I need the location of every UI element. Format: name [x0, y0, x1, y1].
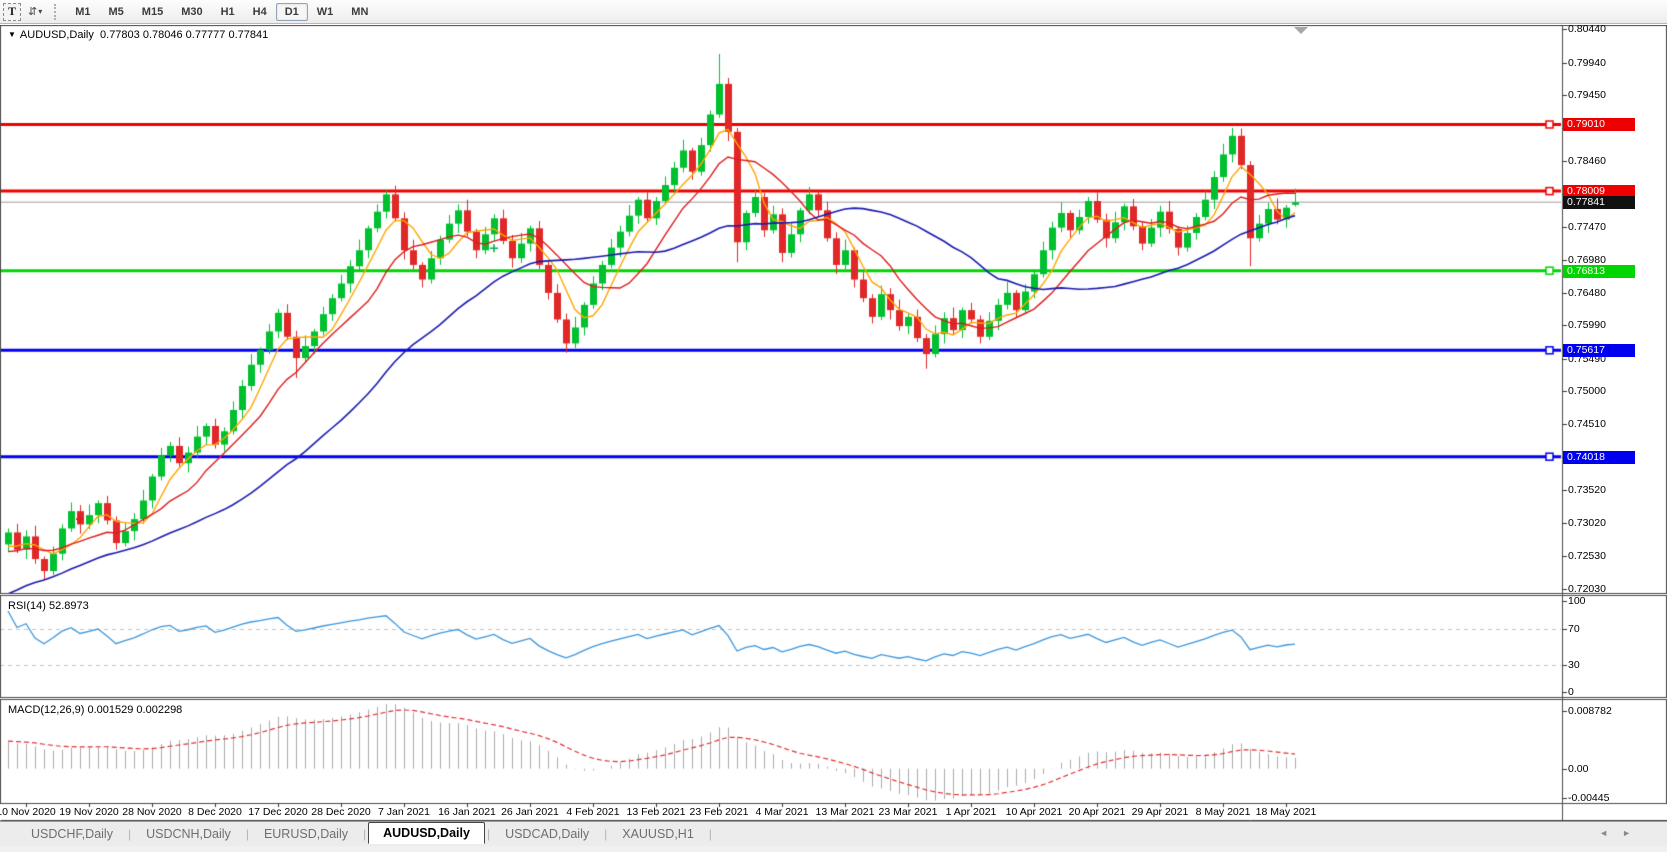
hline-price-tag[interactable]: 0.79010: [1563, 118, 1635, 131]
chart-ohlc-values: 0.77803 0.78046 0.77777 0.77841: [100, 29, 269, 41]
date-axis-label: 13 Mar 2021: [815, 806, 875, 818]
date-axis-label: 19 Nov 2020: [59, 806, 119, 818]
hline-price-tag[interactable]: 0.76813: [1563, 265, 1635, 278]
timeframe-button-m30[interactable]: M30: [181, 5, 203, 18]
price-axis-tick: 0.72530: [1568, 549, 1606, 562]
macd-current-values: 0.001529 0.002298: [87, 704, 183, 716]
date-axis-label: 28 Nov 2020: [122, 806, 182, 818]
date-axis-label: 18 May 2021: [1255, 806, 1317, 818]
tab-usdcnh[interactable]: USDCNH,Daily: [146, 827, 231, 841]
price-axis-tick: 0.80440: [1568, 22, 1606, 35]
tab-separator: |: [362, 827, 367, 841]
chart-shift-triangle-icon[interactable]: [1294, 27, 1308, 34]
rsi-indicator-label: RSI(14) 52.8973: [8, 600, 89, 612]
tab-scroll-right-icon[interactable]: ►: [1622, 828, 1645, 838]
tab-audusd[interactable]: AUDUSD,Daily: [368, 822, 485, 844]
rsi-name: RSI(14): [8, 600, 46, 612]
date-axis-label: 4 Feb 2021: [566, 806, 620, 818]
price-axis-tick: 0.79940: [1568, 56, 1606, 69]
chevron-down-icon: ▾: [38, 7, 43, 16]
symbol-tab-bar: USDCHF,Daily | USDCNH,Daily | EURUSD,Daily | A…: [0, 821, 1667, 846]
tab-separator: |: [127, 827, 132, 841]
macd-axis-tick: 0.00: [1568, 762, 1589, 775]
date-axis-label: 20 Apr 2021: [1068, 806, 1126, 818]
date-axis-label: 10 Nov 2020: [0, 806, 56, 818]
timeframe-button-m15[interactable]: M15: [141, 5, 164, 18]
tab-separator: |: [708, 827, 712, 841]
date-axis-label: 8 Dec 2020: [188, 806, 242, 818]
date-axis-label: 4 Mar 2021: [755, 806, 809, 818]
timeframe-group: M1 M5 M15 M30 H1 H4 D1 W1 MN: [66, 2, 377, 21]
tab-separator: |: [604, 827, 608, 841]
chart-title-marker-icon[interactable]: ▼: [8, 30, 16, 39]
date-axis-label: 10 Apr 2021: [1005, 806, 1063, 818]
timeframe-button-w1[interactable]: W1: [316, 5, 334, 18]
text-tool-button[interactable]: T: [3, 2, 21, 21]
chart-symbol: AUDUSD,Daily: [19, 29, 94, 41]
timeframe-button-d1[interactable]: D1: [275, 2, 308, 21]
date-axis-label: 28 Dec 2020: [311, 806, 371, 818]
price-axis-tick: 0.73520: [1568, 483, 1606, 496]
macd-axis-tick: 0.008782: [1568, 704, 1612, 717]
rsi-axis-tick: 100: [1568, 594, 1586, 607]
timeframe-button-m5[interactable]: M5: [108, 5, 124, 18]
chart-title: ▼ AUDUSD,Daily 0.77803 0.78046 0.77777 0.…: [8, 29, 268, 41]
date-axis-label: 13 Feb 2021: [626, 806, 686, 818]
tab-usdchf[interactable]: USDCHF,Daily: [31, 827, 113, 841]
current-price-tag: 0.77841: [1563, 196, 1635, 209]
order-icon-button[interactable]: ⇵ ▾: [25, 3, 45, 21]
price-axis-tick: 0.79450: [1568, 88, 1606, 101]
date-axis-label: 8 May 2021: [1195, 806, 1251, 818]
price-chart-canvas[interactable]: [0, 25, 1667, 821]
timeframe-button-h4[interactable]: H4: [252, 5, 267, 18]
tab-separator: |: [486, 827, 491, 841]
date-axis-label: 7 Jan 2021: [378, 806, 430, 818]
timeframe-button-h1[interactable]: H1: [220, 5, 235, 18]
price-axis-tick: 0.78460: [1568, 154, 1606, 167]
status-strip: [0, 846, 1667, 852]
hline-price-tag[interactable]: 0.74018: [1563, 451, 1635, 464]
tab-scroll-arrows: ◄►: [1599, 828, 1645, 838]
date-axis-label: 23 Feb 2021: [689, 806, 749, 818]
hline-price-tag[interactable]: 0.75617: [1563, 344, 1635, 357]
order-icon: ⇵: [28, 6, 38, 18]
price-axis-tick: 0.75990: [1568, 318, 1606, 331]
macd-name: MACD(12,26,9): [8, 704, 85, 716]
macd-indicator-label: MACD(12,26,9) 0.001529 0.002298: [8, 704, 182, 716]
toolbar: T ⇵ ▾ M1 M5 M15 M30 H1 H4 D1 W1 MN: [0, 0, 1667, 24]
price-axis-tick: 0.77470: [1568, 220, 1606, 233]
tab-scroll-left-icon[interactable]: ◄: [1599, 828, 1623, 838]
date-axis-label: 17 Dec 2020: [248, 806, 308, 818]
timeframe-button-mn[interactable]: MN: [351, 5, 369, 18]
price-axis-tick: 0.74510: [1568, 417, 1606, 430]
hline-price-tag[interactable]: 0.78009: [1563, 185, 1635, 198]
date-axis-label: 29 Apr 2021: [1131, 806, 1189, 818]
price-axis-tick: 0.73020: [1568, 516, 1606, 529]
rsi-axis-tick: 30: [1568, 658, 1580, 671]
price-axis-tick: 0.76980: [1568, 253, 1606, 266]
rsi-axis-tick: 70: [1568, 622, 1580, 635]
date-axis-label: 1 Apr 2021: [945, 806, 997, 818]
rsi-axis-tick: 0: [1568, 685, 1574, 698]
price-axis-tick: 0.75000: [1568, 384, 1606, 397]
price-axis-tick: 0.76480: [1568, 286, 1606, 299]
tab-usdcad[interactable]: USDCAD,Daily: [505, 827, 590, 841]
tab-eurusd[interactable]: EURUSD,Daily: [263, 827, 348, 841]
timeframe-button-m1[interactable]: M1: [75, 5, 91, 18]
tab-separator: |: [245, 827, 249, 841]
rsi-current-value: 52.8973: [48, 600, 89, 612]
toolbar-grip[interactable]: [54, 3, 61, 20]
date-axis-label: 26 Jan 2021: [501, 806, 559, 818]
chart-area: ▼ AUDUSD,Daily 0.77803 0.78046 0.77777 0.…: [0, 22, 1667, 821]
tab-xauusd[interactable]: XAUUSD,H1: [622, 827, 694, 841]
macd-axis-tick: -0.00445: [1568, 791, 1610, 804]
date-axis-label: 23 Mar 2021: [878, 806, 938, 818]
price-axis-tick: 0.72030: [1568, 582, 1606, 595]
date-axis-label: 16 Jan 2021: [438, 806, 496, 818]
